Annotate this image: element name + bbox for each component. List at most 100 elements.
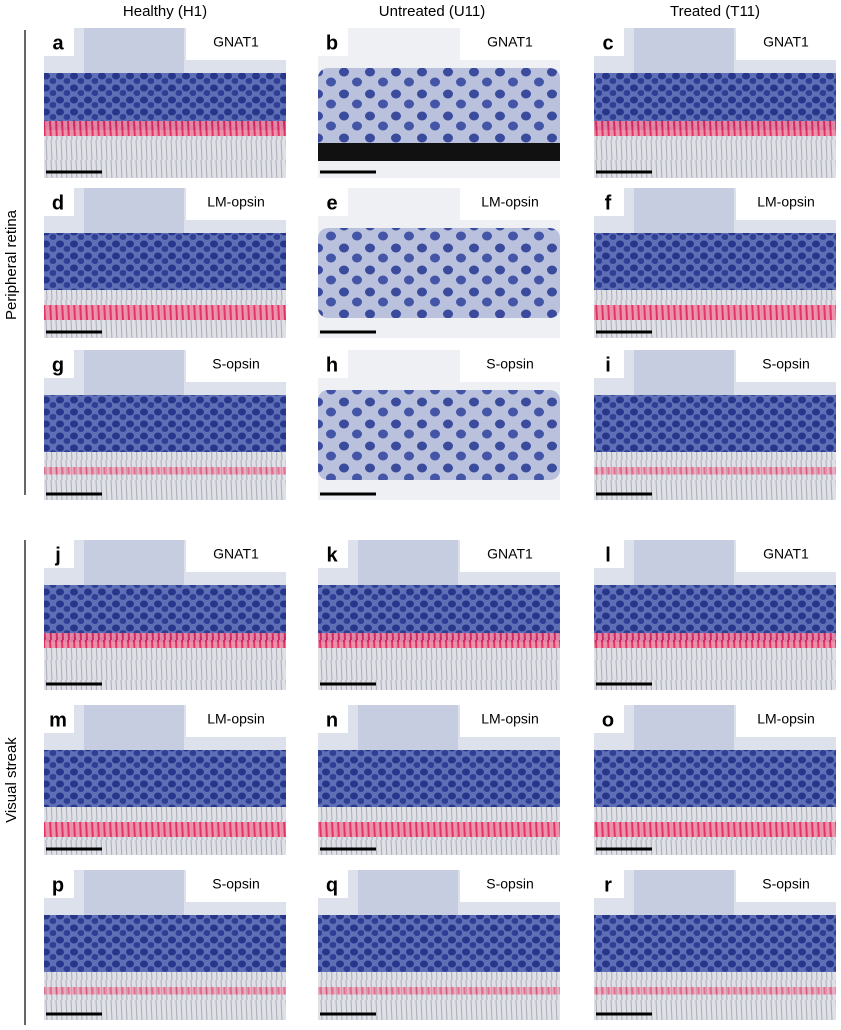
inset-top — [84, 870, 184, 915]
photoreceptor-layer — [594, 130, 836, 178]
letter-box — [318, 350, 348, 378]
outer-nuclear-layer — [594, 915, 836, 972]
letter-box — [594, 28, 624, 56]
letter-box — [318, 870, 348, 898]
nuclear-layer — [318, 68, 560, 158]
micrograph-panel: g S-opsin — [44, 350, 286, 500]
letter-box — [594, 350, 624, 378]
letter-box — [44, 540, 74, 568]
photoreceptor-layer — [44, 642, 286, 690]
panel-letter: k — [326, 544, 338, 566]
letter-box — [44, 28, 74, 56]
panel-letter: b — [326, 32, 338, 54]
outer-nuclear-layer — [594, 73, 836, 130]
stain-label: GNAT1 — [213, 34, 259, 50]
inset-top — [634, 540, 734, 585]
outer-nuclear-layer — [44, 750, 286, 807]
letter-box — [318, 705, 348, 733]
inset-top — [634, 188, 734, 233]
stained-band — [318, 633, 560, 648]
inset-top — [84, 540, 184, 585]
stained-band — [44, 987, 286, 995]
stain-label: LM-opsin — [207, 194, 265, 210]
stained-band — [594, 121, 836, 136]
photoreceptor-layer — [594, 972, 836, 1020]
label-box — [460, 350, 560, 382]
stain-label: GNAT1 — [487, 546, 533, 562]
stained-band — [44, 822, 286, 837]
photoreceptor-layer — [44, 130, 286, 178]
micrograph-panel: m LM-opsin — [44, 705, 286, 855]
stained-band — [44, 467, 286, 475]
stained-band — [44, 305, 286, 320]
panel-letter: n — [326, 709, 338, 731]
outer-nuclear-layer — [594, 395, 836, 452]
photoreceptor-layer — [594, 642, 836, 690]
stain-label: GNAT1 — [487, 34, 533, 50]
stained-band — [318, 822, 560, 837]
label-box — [736, 540, 836, 572]
label-box — [460, 28, 560, 60]
panel-letter: p — [52, 874, 64, 896]
photoreceptor-layer — [318, 972, 560, 1020]
panel-letter: i — [605, 354, 611, 376]
panel-letter: h — [326, 354, 338, 376]
micrograph-panel: d LM-opsin — [44, 188, 286, 338]
label-box — [460, 188, 560, 220]
row-group-label: Peripheral retina — [3, 209, 20, 320]
label-box — [186, 350, 286, 382]
panel-letter: j — [54, 544, 61, 566]
inset-top — [358, 540, 458, 585]
panel-letter: a — [52, 32, 64, 54]
stain-label: S-opsin — [486, 356, 533, 372]
letter-box — [318, 28, 348, 56]
stained-band — [318, 987, 560, 995]
label-box — [736, 870, 836, 902]
stain-label: LM-opsin — [481, 711, 539, 727]
micrograph-panel: l GNAT1 — [594, 540, 836, 690]
letter-box — [594, 540, 624, 568]
stained-band — [594, 822, 836, 837]
outer-nuclear-layer — [44, 585, 286, 642]
stain-label: LM-opsin — [757, 194, 815, 210]
letter-box — [318, 540, 348, 568]
stained-band — [594, 987, 836, 995]
photoreceptor-layer — [594, 452, 836, 500]
micrograph-panel: p S-opsin — [44, 870, 286, 1020]
column-header: Healthy (H1) — [123, 3, 207, 20]
pigment-layer — [318, 143, 560, 161]
stain-label: LM-opsin — [757, 711, 815, 727]
panel-letter: o — [602, 709, 614, 731]
panel-letter: f — [605, 192, 612, 214]
micrograph-panel: i S-opsin — [594, 350, 836, 500]
letter-box — [318, 188, 348, 216]
panel-letter: d — [52, 192, 64, 214]
label-box — [460, 705, 560, 737]
letter-box — [594, 705, 624, 733]
inset-top — [634, 350, 734, 395]
nuclear-layer — [318, 390, 560, 480]
stain-label: LM-opsin — [207, 711, 265, 727]
stained-band — [594, 305, 836, 320]
label-box — [186, 705, 286, 737]
outer-nuclear-layer — [318, 750, 560, 807]
photoreceptor-layer — [44, 452, 286, 500]
stained-band — [594, 467, 836, 475]
micrograph-panel: j GNAT1 — [44, 540, 286, 690]
inset-top — [84, 28, 184, 73]
micrograph-panel: a GNAT1 — [44, 28, 286, 178]
micrograph-panel: f LM-opsin — [594, 188, 836, 338]
micrograph-panel: h S-opsin — [318, 350, 560, 500]
stain-label: LM-opsin — [481, 194, 539, 210]
letter-box — [594, 870, 624, 898]
panel-letter: c — [602, 32, 613, 54]
label-box — [186, 28, 286, 60]
stain-label: S-opsin — [212, 356, 259, 372]
stained-band — [594, 633, 836, 648]
outer-nuclear-layer — [594, 233, 836, 290]
outer-nuclear-layer — [594, 750, 836, 807]
outer-nuclear-layer — [318, 915, 560, 972]
panel-letter: r — [604, 874, 612, 896]
label-box — [186, 188, 286, 220]
